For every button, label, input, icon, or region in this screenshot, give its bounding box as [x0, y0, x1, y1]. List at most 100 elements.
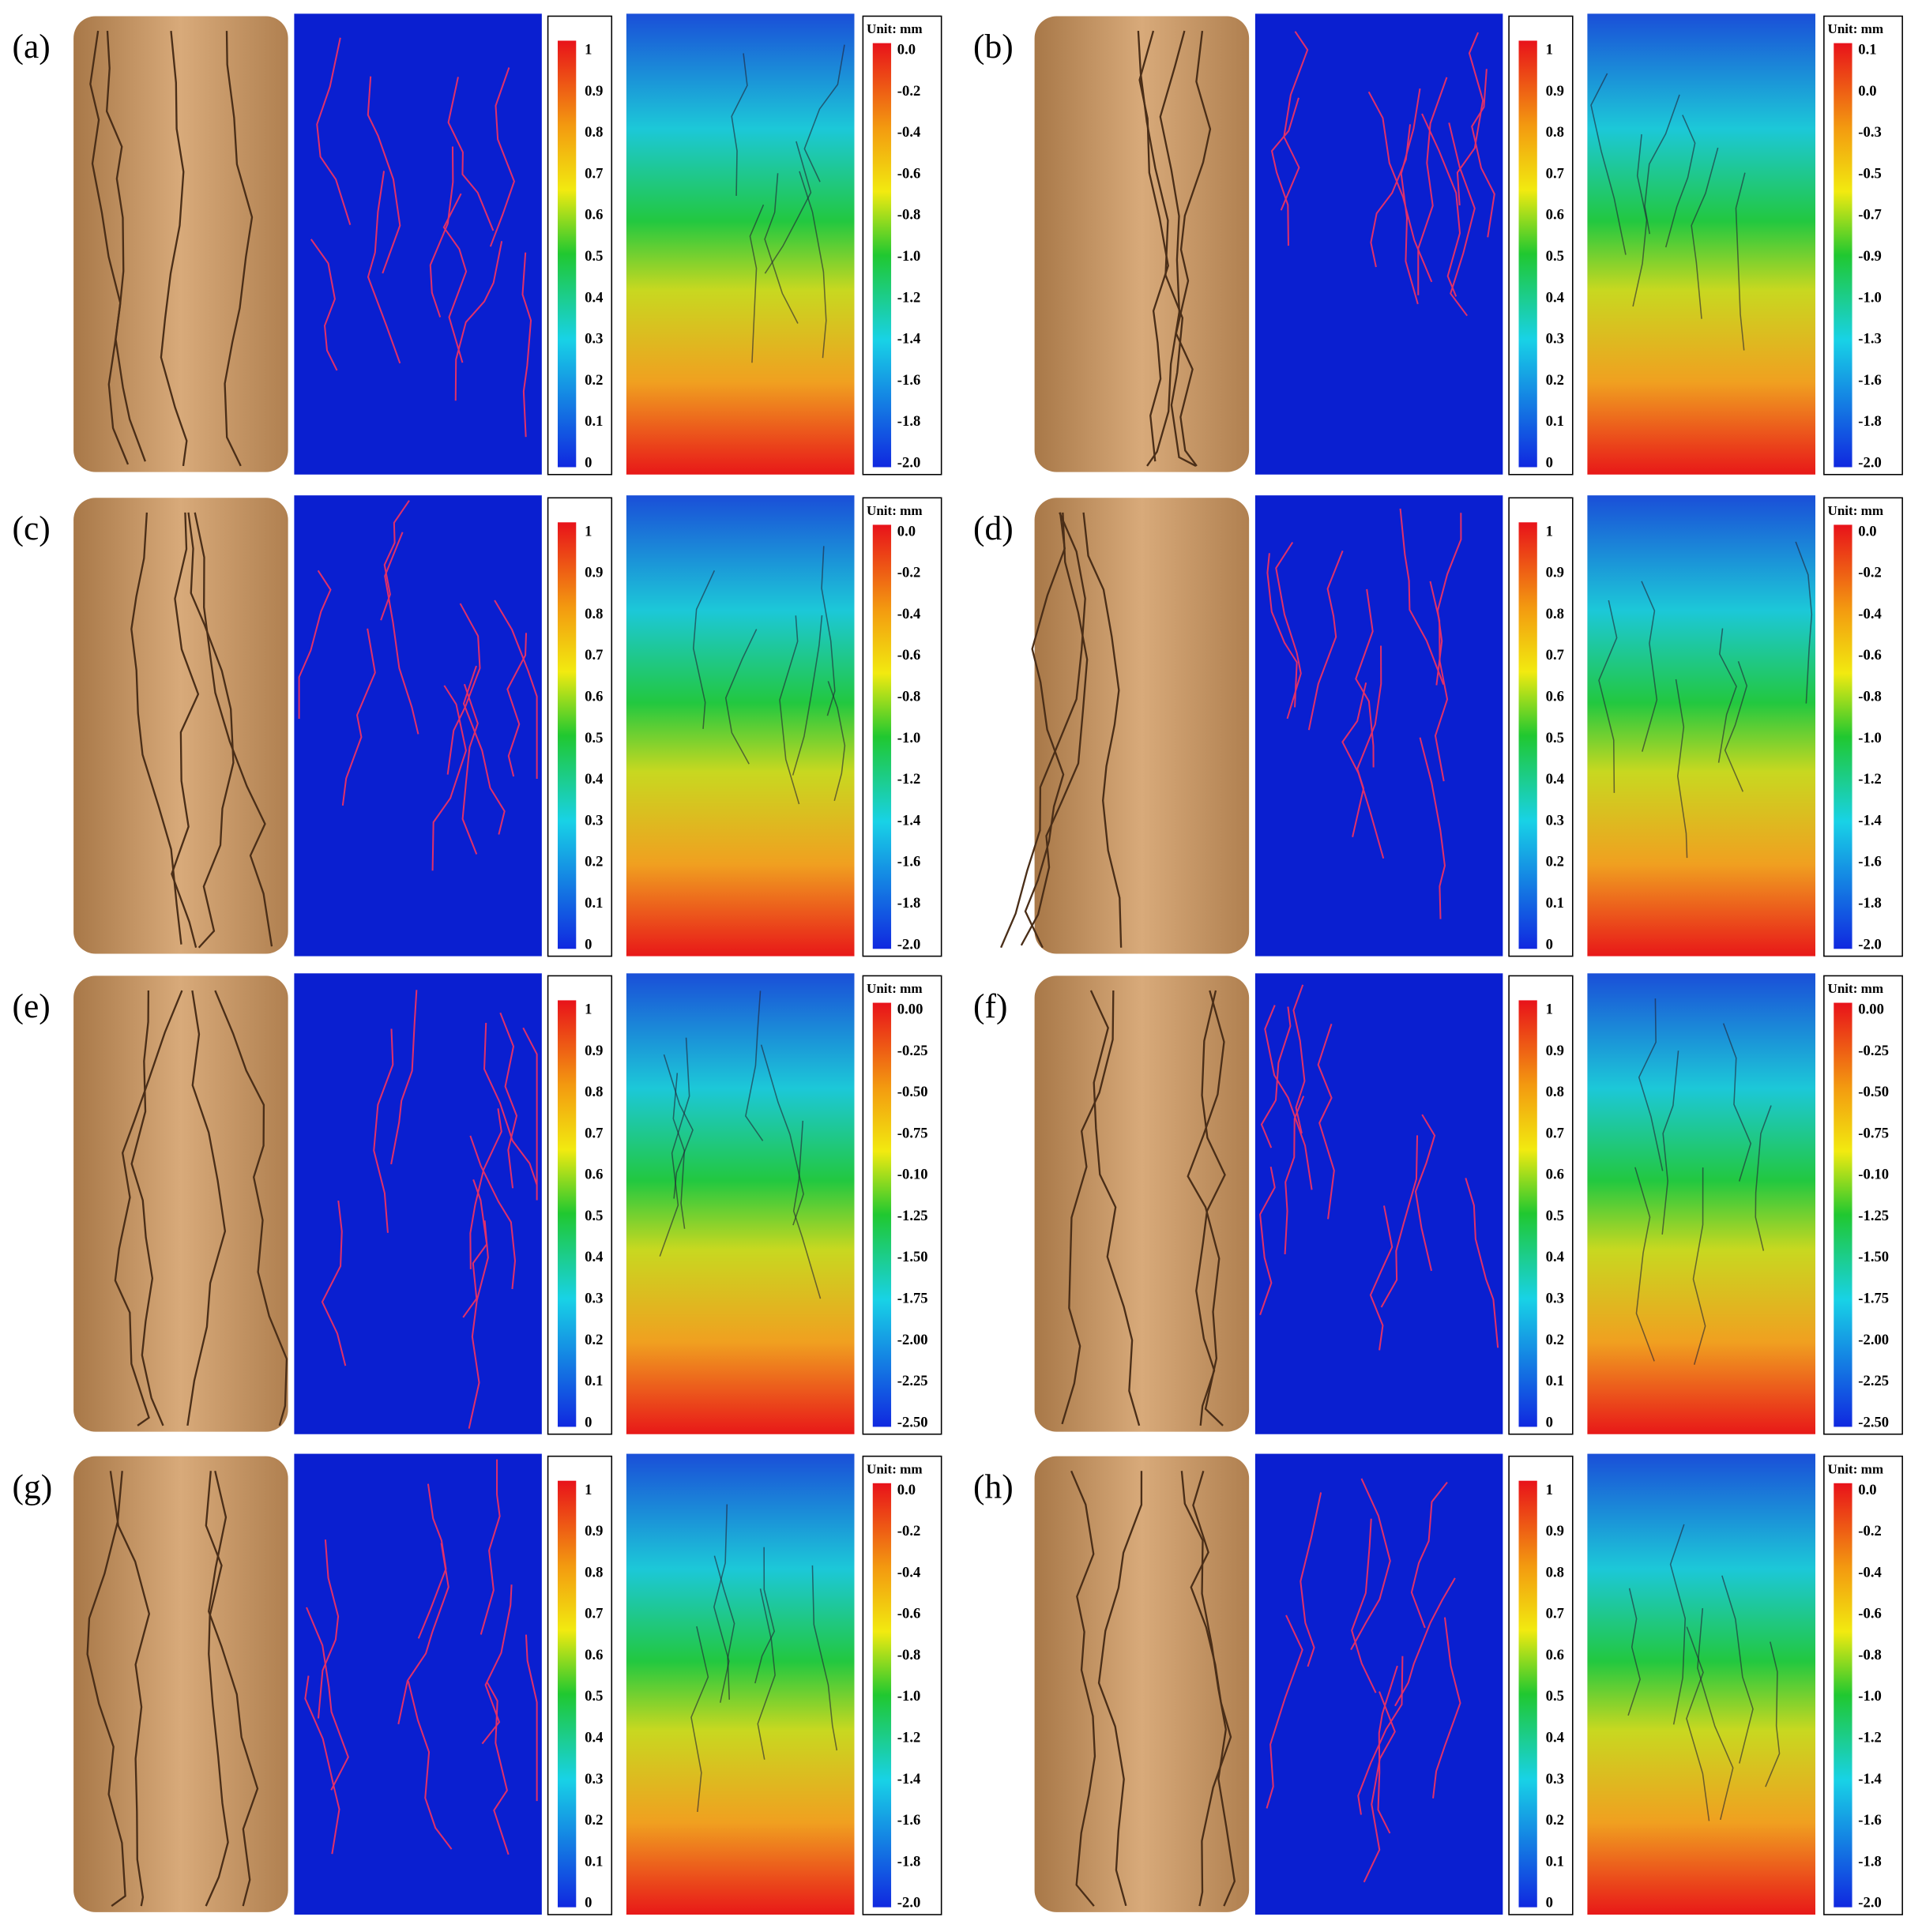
crack-line	[373, 1028, 394, 1233]
photo-crack	[205, 1471, 229, 1907]
crack-line	[1410, 1482, 1448, 1629]
crack-line	[367, 171, 401, 364]
disp-tick-label: -0.8	[897, 1647, 920, 1663]
disp-tick-label: -1.4	[897, 1771, 920, 1787]
disp-tick-label: -0.4	[1858, 606, 1881, 622]
disp-tick-label: -0.2	[897, 1523, 920, 1539]
crack-line	[1260, 1006, 1292, 1148]
disp-tick-label: -1.6	[1858, 854, 1881, 870]
disp-tick-label: -0.6	[1858, 1606, 1881, 1622]
field-crack	[1669, 1524, 1686, 1725]
photo-crack	[1138, 30, 1169, 462]
photo-crack	[214, 990, 288, 1426]
crack-line	[1350, 1478, 1391, 1651]
damage-tick-label: 0.5	[585, 248, 603, 265]
damage-tick-label: 0.4	[1546, 771, 1564, 787]
disp-tick-label: -0.5	[1858, 165, 1881, 182]
crack-line	[304, 1675, 340, 1855]
damage-tick-label: 0.1	[1546, 413, 1564, 430]
crack-line	[1429, 581, 1449, 782]
disp-tick-label: -0.3	[1858, 124, 1881, 141]
field-crack	[811, 1565, 838, 1751]
damage-tick-label: 0	[585, 1895, 592, 1911]
damage-tick-label: 0.1	[1546, 1853, 1564, 1870]
disp-tick-label: -1.8	[897, 413, 920, 430]
disp-tick-label: -0.8	[1858, 1647, 1881, 1663]
crack-line	[1367, 91, 1433, 283]
crack-line	[506, 633, 528, 777]
crack-line	[407, 1681, 453, 1850]
damage-tick-label: 0.1	[585, 1373, 603, 1389]
damage-tick-label: 0.9	[585, 565, 603, 581]
disp-tick-label: -0.2	[897, 565, 920, 581]
field-crack	[764, 173, 799, 324]
damage-tick-label: 0.3	[585, 1291, 603, 1307]
photo-crack	[1082, 512, 1123, 948]
field-crack	[690, 1626, 709, 1813]
damage-colorbar	[558, 1480, 577, 1908]
disp-tick-label: 0.0	[1858, 1482, 1876, 1498]
crack-map	[1254, 973, 1503, 1434]
field-crack	[799, 171, 827, 359]
disp-tick-label: -1.2	[897, 289, 920, 306]
disp-tick-label: -1.8	[1858, 1853, 1881, 1870]
disp-tick-label: -1.50	[1858, 1249, 1889, 1265]
specimen-photo	[1034, 16, 1250, 472]
disp-tick-label: -0.25	[897, 1043, 928, 1059]
crack-line	[317, 1539, 340, 1719]
field-crack	[1686, 1626, 1710, 1821]
damage-tick-label: 0	[585, 454, 592, 471]
crack-line	[499, 1012, 518, 1189]
damage-tick-label: 0.6	[585, 1167, 603, 1183]
damage-tick-label: 0.8	[585, 606, 603, 622]
panel-label: (g)	[13, 1468, 53, 1505]
disp-tick-label: 0.1	[1858, 42, 1876, 58]
colorbar-unit: Unit: mm	[867, 21, 923, 36]
disp-tick-label: -0.75	[897, 1125, 928, 1141]
disp-tick-label: -1.6	[897, 1812, 920, 1829]
disp-tick-label: -1.8	[897, 895, 920, 911]
damage-tick-label: 1	[585, 1482, 592, 1498]
colorbar-unit: Unit: mm	[1828, 981, 1884, 996]
field-crack	[821, 546, 836, 716]
disp-tick-label: -1.8	[897, 1853, 920, 1870]
photo-crack	[89, 30, 146, 462]
photo-crack	[114, 990, 183, 1426]
disp-tick-label: -2.50	[897, 1414, 928, 1430]
field-crack	[779, 615, 800, 805]
damage-tick-label: 0.3	[1546, 812, 1564, 829]
field-crack	[1765, 1641, 1781, 1787]
crack-line	[1266, 553, 1298, 708]
crack-line	[486, 1681, 510, 1855]
photo-crack	[1089, 990, 1141, 1426]
damage-colorbar	[558, 40, 577, 468]
displacement-field	[626, 1453, 855, 1915]
crack-line	[1435, 513, 1462, 686]
disp-tick-label: -1.25	[1858, 1208, 1889, 1224]
field-crack	[1735, 172, 1746, 351]
damage-tick-label: 0.4	[585, 1249, 603, 1265]
damage-tick-label: 0.3	[1546, 1771, 1564, 1787]
photo-crack	[1195, 990, 1226, 1426]
damage-tick-label: 0.3	[585, 812, 603, 829]
disp-tick-label: -1.6	[1858, 1812, 1881, 1829]
field-crack	[731, 53, 748, 196]
field-crack	[672, 1073, 686, 1229]
damage-tick-label: 0.1	[585, 895, 603, 911]
damage-tick-label: 0.5	[585, 1208, 603, 1224]
disp-tick-label: -1.0	[897, 730, 920, 746]
crack-line	[494, 600, 538, 780]
photo-crack	[1061, 990, 1115, 1425]
damage-tick-label: 0.7	[585, 647, 603, 663]
disp-tick-label: -0.8	[897, 689, 920, 705]
displacement-field	[1587, 1453, 1816, 1915]
disp-tick-label: -0.2	[1858, 1523, 1881, 1539]
damage-tick-label: 0.2	[585, 1812, 603, 1829]
damage-tick-label: 0.3	[585, 1771, 603, 1787]
damage-tick-label: 1	[585, 1002, 592, 1018]
disp-tick-label: -0.4	[1858, 1564, 1881, 1581]
damage-tick-label: 0.6	[585, 1647, 603, 1663]
crack-line	[390, 990, 418, 1165]
damage-tick-label: 0.3	[585, 331, 603, 348]
photo-crack	[160, 30, 188, 467]
